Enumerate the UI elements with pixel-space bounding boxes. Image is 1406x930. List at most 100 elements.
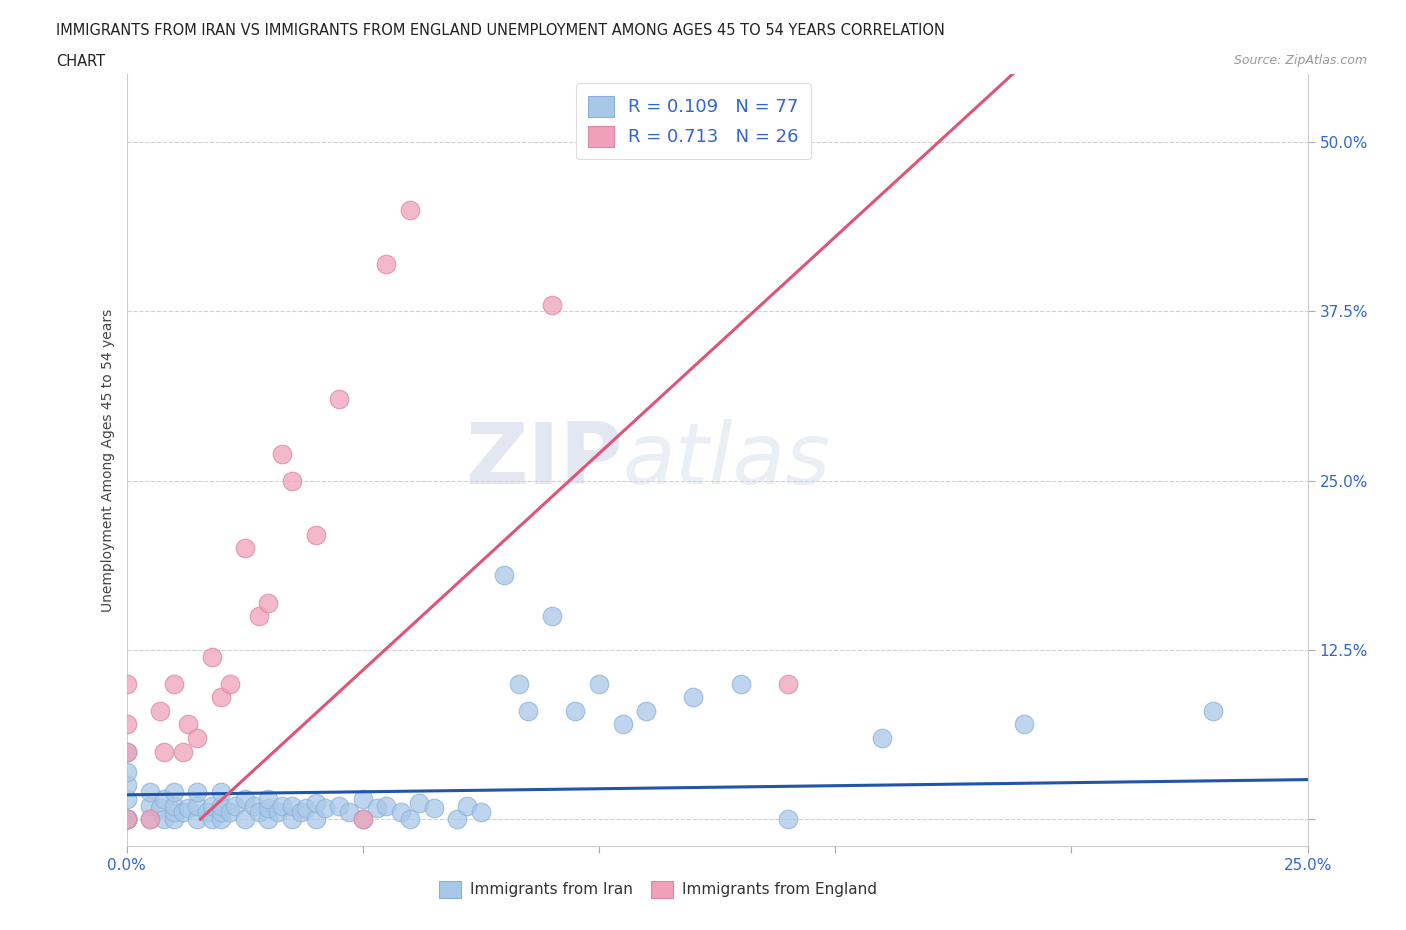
Point — [328, 392, 350, 406]
Point — [375, 257, 398, 272]
Point — [247, 805, 270, 820]
Point — [219, 676, 242, 691]
Point — [612, 717, 634, 732]
Point — [304, 795, 326, 810]
Point — [139, 785, 162, 800]
Point — [352, 791, 374, 806]
Point — [776, 676, 799, 691]
Point — [290, 805, 312, 820]
Point — [209, 812, 232, 827]
Text: Source: ZipAtlas.com: Source: ZipAtlas.com — [1233, 54, 1367, 67]
Point — [872, 731, 894, 746]
Point — [352, 812, 374, 827]
Point — [508, 676, 530, 691]
Point — [200, 812, 222, 827]
Point — [139, 812, 162, 827]
Point — [163, 676, 186, 691]
Point — [243, 798, 266, 813]
Point — [115, 812, 138, 827]
Text: atlas: atlas — [623, 418, 831, 502]
Point — [186, 785, 208, 800]
Point — [588, 676, 610, 691]
Point — [257, 791, 280, 806]
Point — [139, 798, 162, 813]
Point — [564, 703, 586, 718]
Point — [186, 812, 208, 827]
Point — [271, 798, 294, 813]
Point — [257, 812, 280, 827]
Point — [163, 812, 186, 827]
Point — [776, 812, 799, 827]
Point — [337, 805, 360, 820]
Point — [209, 785, 232, 800]
Point — [209, 690, 232, 705]
Point — [172, 744, 194, 759]
Point — [149, 703, 172, 718]
Point — [115, 676, 138, 691]
Point — [219, 805, 242, 820]
Point — [257, 801, 280, 816]
Point — [200, 649, 222, 664]
Point — [172, 805, 194, 820]
Point — [115, 812, 138, 827]
Point — [408, 795, 430, 810]
Point — [115, 812, 138, 827]
Point — [224, 798, 246, 813]
Point — [209, 798, 232, 813]
Point — [422, 801, 444, 816]
Point — [177, 717, 200, 732]
Point — [186, 731, 208, 746]
Point — [389, 805, 412, 820]
Point — [1012, 717, 1035, 732]
Point — [233, 812, 256, 827]
Point — [257, 595, 280, 610]
Point — [281, 812, 304, 827]
Point — [682, 690, 704, 705]
Point — [494, 568, 516, 583]
Y-axis label: Unemployment Among Ages 45 to 54 years: Unemployment Among Ages 45 to 54 years — [101, 309, 115, 612]
Point — [446, 812, 468, 827]
Point — [375, 798, 398, 813]
Point — [470, 805, 492, 820]
Point — [115, 812, 138, 827]
Point — [304, 812, 326, 827]
Point — [247, 608, 270, 623]
Point — [1202, 703, 1225, 718]
Point — [267, 805, 290, 820]
Point — [233, 791, 256, 806]
Legend: Immigrants from Iran, Immigrants from England: Immigrants from Iran, Immigrants from En… — [433, 874, 883, 904]
Point — [115, 717, 138, 732]
Point — [399, 812, 422, 827]
Point — [730, 676, 752, 691]
Point — [233, 541, 256, 556]
Point — [540, 608, 562, 623]
Point — [304, 527, 326, 542]
Point — [115, 764, 138, 779]
Point — [139, 812, 162, 827]
Point — [115, 812, 138, 827]
Point — [366, 801, 388, 816]
Point — [636, 703, 658, 718]
Point — [271, 446, 294, 461]
Point — [153, 812, 176, 827]
Point — [209, 805, 232, 820]
Point — [115, 744, 138, 759]
Point — [115, 812, 138, 827]
Point — [399, 203, 422, 218]
Point — [314, 801, 336, 816]
Point — [153, 744, 176, 759]
Point — [456, 798, 478, 813]
Point — [328, 798, 350, 813]
Point — [163, 805, 186, 820]
Text: CHART: CHART — [56, 54, 105, 69]
Point — [115, 812, 138, 827]
Point — [195, 805, 218, 820]
Point — [281, 473, 304, 488]
Point — [200, 798, 222, 813]
Point — [352, 812, 374, 827]
Point — [153, 791, 176, 806]
Point — [163, 798, 186, 813]
Point — [149, 801, 172, 816]
Point — [115, 791, 138, 806]
Point — [517, 703, 540, 718]
